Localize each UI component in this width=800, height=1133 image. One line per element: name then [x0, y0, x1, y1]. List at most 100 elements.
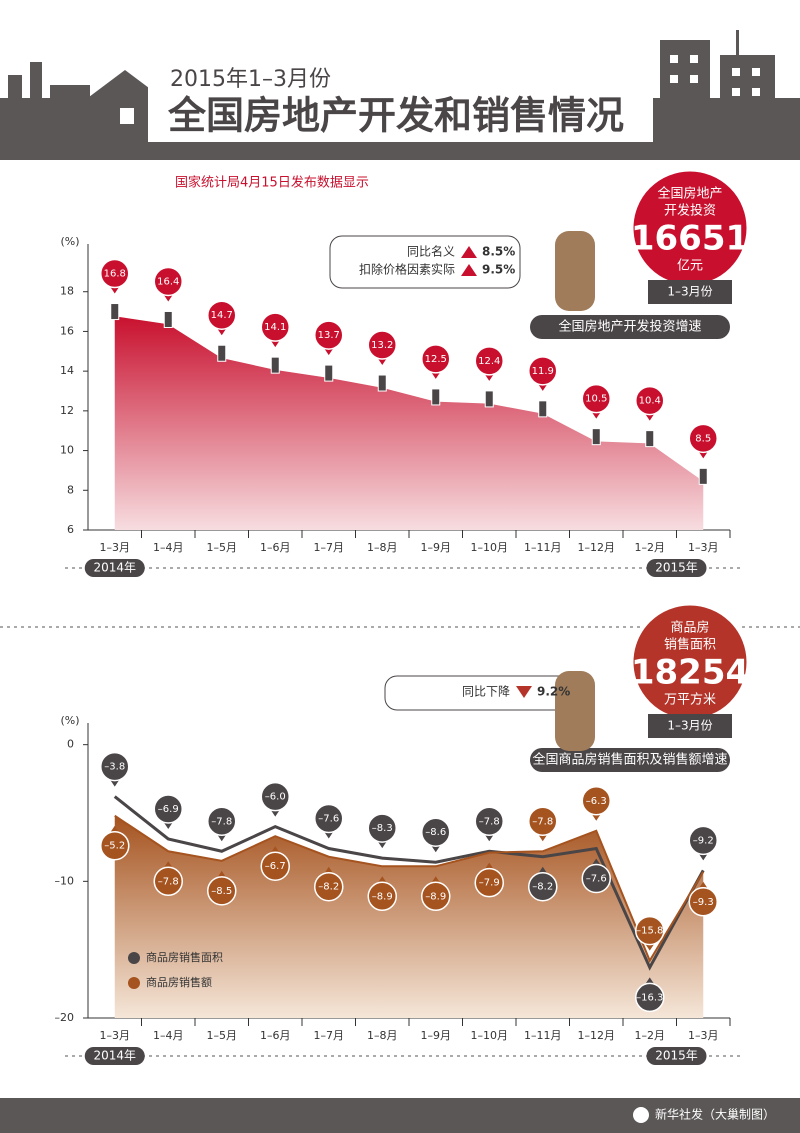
period-box: [648, 280, 732, 304]
callout-period: 1–3月份: [667, 719, 712, 733]
x-tick-label: 1–9月: [421, 541, 452, 554]
callout-label: 销售面积: [664, 637, 716, 653]
title: 全国房地产开发和销售情况: [167, 94, 624, 138]
data-label: –6.7: [265, 861, 286, 872]
data-label: –5.2: [104, 841, 125, 852]
data-label: –9.3: [693, 897, 714, 908]
data-label: 12.5: [425, 354, 447, 365]
building-icon: [163, 310, 173, 328]
title-pill: [530, 748, 730, 772]
data-label: –8.9: [372, 891, 393, 902]
data-label: –7.8: [211, 816, 232, 827]
y-tick-label: 16: [60, 324, 74, 337]
note-label: 同比下降: [462, 685, 510, 699]
data-pin: [635, 982, 665, 1013]
x-tick-label: 1–2月: [635, 541, 666, 554]
data-label: 8.5: [695, 433, 711, 444]
note-label: 扣除价格因素实际: [359, 262, 455, 277]
data-pin: [528, 806, 558, 837]
period-box: [648, 714, 732, 738]
x-tick-label: 1–9月: [421, 1029, 452, 1042]
building-icon: [484, 390, 494, 408]
data-pin: [688, 825, 718, 856]
data-pin: [153, 866, 183, 897]
x-tick-label: 1–3月: [688, 1029, 719, 1042]
x-tick-label: 1–3月: [100, 1029, 131, 1042]
data-label: –7.9: [479, 878, 500, 889]
data-label: 13.7: [318, 330, 340, 341]
year-label: 2014年: [93, 1049, 136, 1063]
x-tick-label: 1–8月: [367, 541, 398, 554]
data-pin: [688, 887, 718, 917]
x-tick-label: 1–12月: [578, 541, 616, 554]
data-label: –3.8: [104, 762, 125, 773]
data-pin: [207, 806, 237, 837]
note-arrow: [461, 246, 477, 258]
building-icon: [698, 467, 708, 485]
data-pin: [260, 851, 290, 881]
year-pill: [646, 559, 707, 577]
title-box: [148, 62, 653, 142]
data-pin: [367, 813, 397, 843]
data-pin: [100, 751, 130, 782]
y-tick-label: 6: [67, 523, 74, 536]
callout-total: 16651: [631, 219, 749, 259]
data-pin: [367, 330, 397, 360]
year-pill: [84, 1047, 145, 1065]
x-tick-label: 1–10月: [471, 1029, 509, 1042]
building-icon: [431, 388, 441, 406]
building-icon: [538, 400, 548, 418]
x-tick-label: 1–8月: [367, 1029, 398, 1042]
note-value: 9.2%: [537, 685, 570, 699]
data-pin: [100, 830, 130, 861]
footer: 新华社发（大巢制图）: [655, 1107, 775, 1122]
data-label: –7.8: [479, 816, 500, 827]
note-value: 8.5%: [482, 245, 515, 259]
data-pin: [421, 881, 451, 912]
logo: [633, 1107, 649, 1123]
x-tick-label: 1–4月: [153, 1029, 184, 1042]
data-pin: [367, 881, 397, 912]
data-label: –6.9: [158, 804, 179, 815]
data-label: 14.7: [211, 310, 233, 321]
data-label: –15.8: [636, 926, 663, 937]
data-pin: [635, 915, 665, 946]
y-tick-label: –10: [55, 874, 75, 887]
data-label: 10.5: [585, 394, 607, 405]
year-label: 2014年: [93, 561, 136, 575]
data-pin: [581, 786, 611, 816]
x-tick-label: 1–2月: [635, 1029, 666, 1042]
x-tick-label: 1–12月: [578, 1029, 616, 1042]
data-pin: [153, 266, 183, 297]
callout-label: 全国房地产: [657, 186, 722, 202]
x-tick-label: 1–7月: [314, 541, 345, 554]
data-label: –8.2: [318, 882, 339, 893]
data-pin: [581, 383, 611, 414]
callout-label: 开发投资: [664, 203, 716, 219]
data-label: 11.9: [532, 366, 554, 377]
data-pin: [635, 385, 665, 416]
y-tick-label: 8: [67, 483, 74, 496]
building-icon: [110, 303, 120, 321]
title-pill: [530, 315, 730, 339]
windows: [120, 55, 760, 124]
data-pin: [528, 356, 558, 386]
data-pin: [421, 344, 451, 374]
data-label: –7.8: [532, 816, 553, 827]
source: 国家统计局4月15日发布数据显示: [175, 175, 369, 191]
area: [114, 315, 704, 530]
data-pin: [314, 871, 344, 902]
callout-period: 1–3月份: [667, 285, 712, 299]
callout-label: 商品房: [670, 620, 709, 636]
legend-swatch: [128, 952, 140, 964]
subtitle: 2015年1–3月份: [170, 67, 331, 92]
x-tick-label: 1–3月: [688, 541, 719, 554]
data-pin: [314, 320, 344, 350]
year-pill: [646, 1047, 707, 1065]
data-label: –8.6: [425, 827, 446, 838]
note-arrow: [516, 686, 532, 698]
building-icon: [324, 364, 334, 382]
data-label: –9.2: [693, 835, 714, 846]
data-label: –6.0: [265, 792, 286, 803]
note-value: 9.5%: [482, 263, 515, 277]
